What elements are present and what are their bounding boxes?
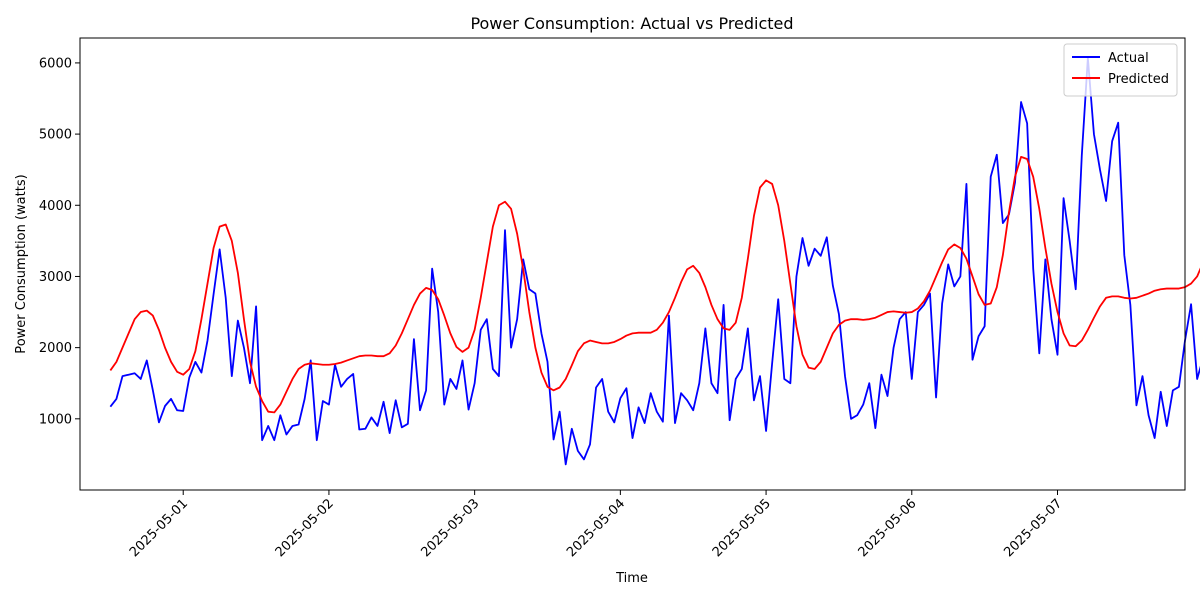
y-tick-label: 5000 xyxy=(39,128,72,143)
series-layer xyxy=(109,57,1200,466)
y-tick-label: 6000 xyxy=(39,56,72,71)
y-tick-label: 1000 xyxy=(39,412,72,427)
chart-title: Power Consumption: Actual vs Predicted xyxy=(470,14,793,33)
y-axis-label: Power Consumption (watts) xyxy=(14,174,29,353)
plot-area xyxy=(79,37,1200,491)
y-tick-label: 2000 xyxy=(39,341,72,356)
y-tick-label: 4000 xyxy=(39,199,72,214)
series-line-actual xyxy=(109,57,1200,466)
legend: Actual Predicted xyxy=(1063,43,1178,97)
legend-label-actual: Actual xyxy=(1108,51,1149,66)
y-axis: 1000 2000 3000 4000 5000 6000 xyxy=(39,56,80,427)
series-line-predicted xyxy=(109,155,1200,414)
legend-label-predicted: Predicted xyxy=(1108,72,1169,87)
x-axis-label: Time xyxy=(615,571,648,586)
y-tick-label: 3000 xyxy=(39,270,72,285)
plot-frame xyxy=(79,37,1186,491)
